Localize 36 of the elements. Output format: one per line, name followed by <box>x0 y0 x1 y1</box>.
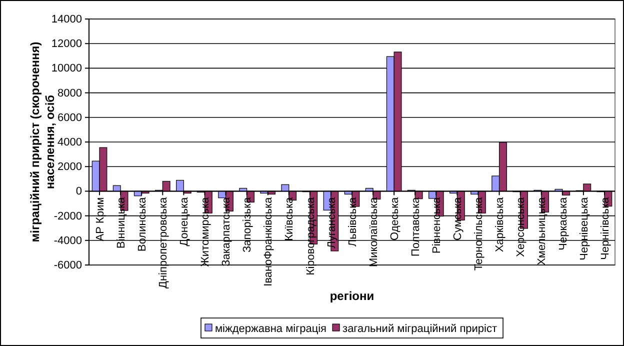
x-tick-label: Одеська <box>388 196 401 240</box>
y-tick-label: 14000 <box>51 14 82 26</box>
y-tick-label: 12000 <box>51 38 82 50</box>
x-tick-label: Київська <box>284 196 296 241</box>
y-tick-label: 4000 <box>58 136 82 149</box>
x-axis-title: регіони <box>330 289 374 303</box>
x-tick-label: Дніпропетровська <box>157 196 170 288</box>
x-tick-label: Чернігівська <box>599 196 612 260</box>
x-tick-label: Волинська <box>136 196 148 252</box>
y-tick-label: -2000 <box>54 210 82 222</box>
x-tick-label: Закарпатська <box>220 196 233 266</box>
x-tick-label: Житомирська <box>200 196 212 267</box>
x-tick-label: Херсонська <box>515 196 528 257</box>
x-tick-label: Миколаївська <box>368 196 380 268</box>
y-tick-label: 8000 <box>58 87 82 100</box>
legend-label: міждержавна міграція <box>214 322 327 335</box>
y-tick-label: 10000 <box>51 62 82 75</box>
x-tick-label: Тернопільська <box>473 196 486 271</box>
x-tick-label: Полтавська <box>410 196 422 257</box>
x-tick-label: Запорізька <box>242 196 254 253</box>
x-tick-label: Луганська <box>326 196 338 248</box>
x-tick-label: Хмельницька <box>536 196 548 266</box>
x-tick-label: Сумська <box>452 196 464 240</box>
legend-label: загальний міграційний приріст <box>342 322 498 335</box>
y-tick-label: 2000 <box>58 161 82 174</box>
y-tick-label: -4000 <box>54 234 82 247</box>
y-tick-label: 0 <box>76 186 82 198</box>
y-tick-label: -6000 <box>54 260 82 272</box>
x-tick-label: Рівненська <box>431 196 444 254</box>
y-tick-label: 6000 <box>58 112 82 124</box>
x-tick-label: Кіровоградська <box>304 196 317 276</box>
x-tick-label: Чернівецька <box>578 196 590 260</box>
x-tick-label: ІваноФранківська <box>262 196 275 286</box>
x-tick-label: Львівська <box>346 196 359 247</box>
x-tick-label: Харківська <box>494 196 506 252</box>
x-tick-label: Черкаська <box>557 196 570 250</box>
